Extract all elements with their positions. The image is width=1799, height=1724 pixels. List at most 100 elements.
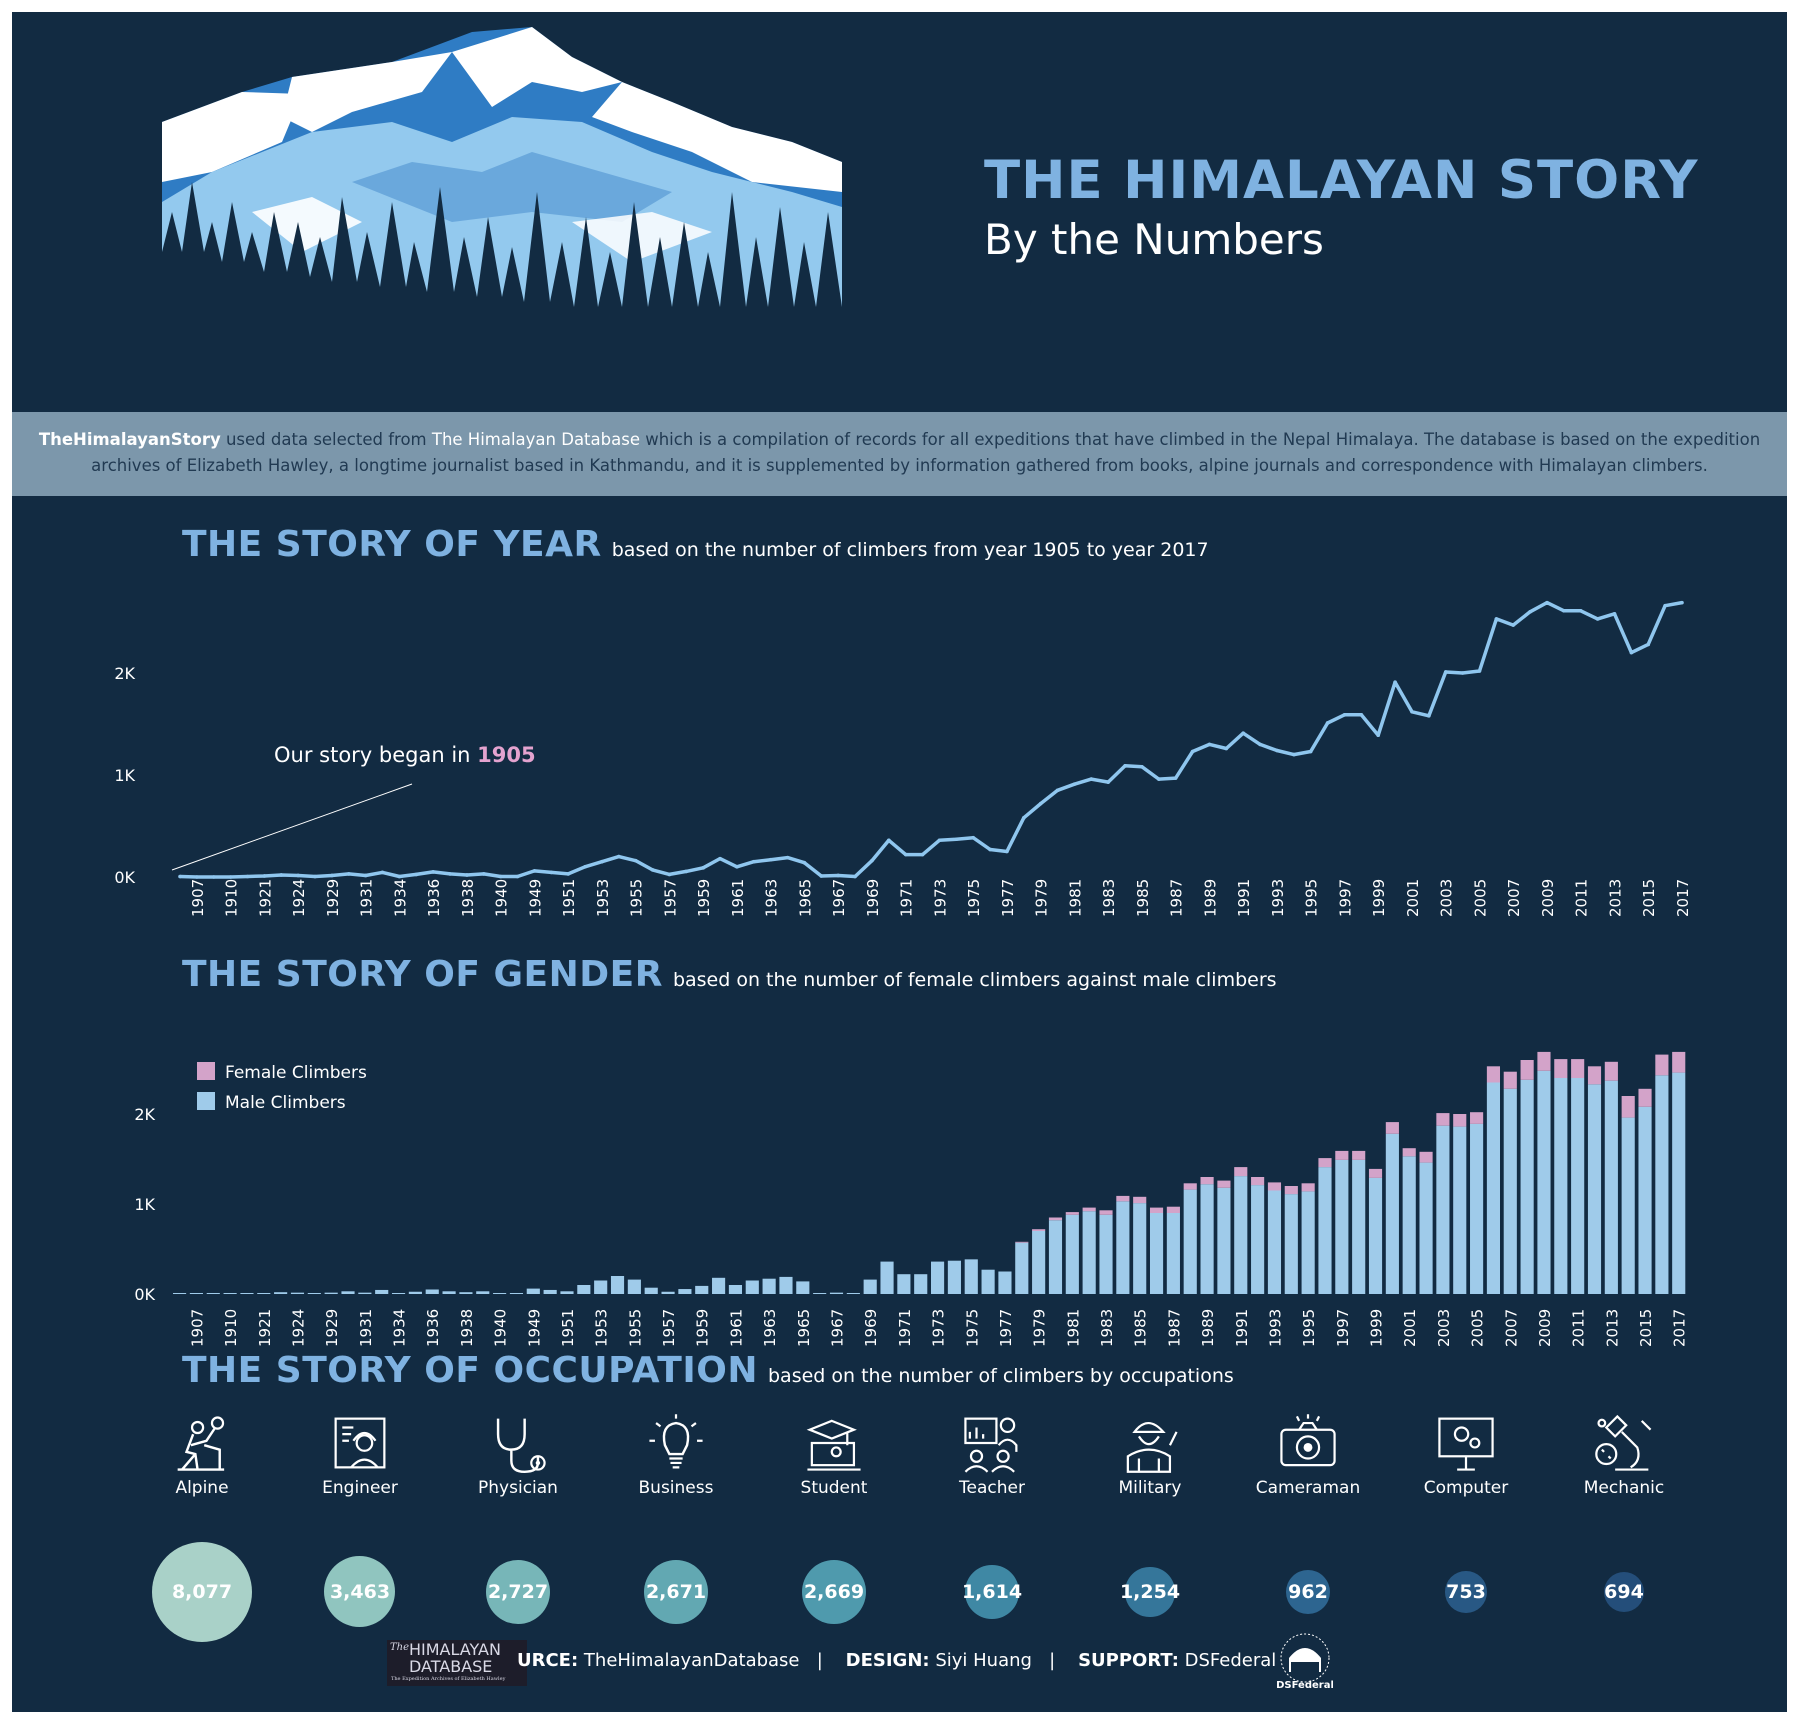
year-point [1494, 617, 1499, 621]
male-bar [476, 1291, 490, 1294]
year-point [1545, 600, 1549, 605]
occupation-label: Military [1118, 1478, 1182, 1498]
male-bar [493, 1293, 507, 1294]
y-tick-label: 0K [114, 868, 135, 887]
male-bar [206, 1293, 220, 1294]
male-bar [1672, 1072, 1686, 1294]
occupation-label: Student [800, 1478, 868, 1498]
female-bar [1166, 1206, 1180, 1213]
female-bar [1672, 1051, 1686, 1073]
male-bar [1368, 1177, 1383, 1294]
female-bar [1587, 1066, 1602, 1085]
computer-icon [1438, 1417, 1494, 1471]
y-tick-label: 0K [134, 1285, 155, 1304]
year-point [600, 859, 604, 864]
gender-section-subtitle: based on the number of female climbers a… [672, 969, 1277, 991]
year-point [1443, 670, 1448, 674]
female-bar [1183, 1183, 1197, 1190]
year-points [178, 600, 1684, 879]
x-tick-label: 1965 [796, 879, 814, 917]
x-tick-label: 1973 [931, 879, 949, 917]
year-point [1410, 709, 1414, 714]
legend-swatch-male [197, 1092, 215, 1110]
x-tick-label: 1949 [525, 1309, 543, 1347]
gender-y-axis: 0K 1K 2K [134, 1105, 155, 1304]
male-bar [1470, 1123, 1484, 1294]
occupation-business: Business [601, 1412, 751, 1498]
logo-text-himalayan: HIMALAYAN [409, 1640, 501, 1659]
year-point [735, 865, 739, 869]
female-bar [1149, 1207, 1164, 1213]
lightbulb-icon [649, 1414, 703, 1469]
separator: | [1049, 1650, 1056, 1671]
male-bar [1621, 1117, 1635, 1294]
female-bar [1571, 1059, 1585, 1078]
x-tick-label: 1971 [898, 879, 916, 917]
year-point [1106, 780, 1111, 784]
female-bar [1436, 1113, 1450, 1126]
year-point [1393, 680, 1397, 684]
male-bar [1065, 1214, 1079, 1294]
mountain-illustration [162, 27, 842, 382]
title-block: THE HIMALAYAN STORY By the Numbers [984, 150, 1699, 264]
female-bar [1267, 1182, 1282, 1191]
x-tick-label: 1995 [1303, 879, 1321, 917]
x-tick-label: 1936 [425, 879, 443, 917]
year-point [1173, 776, 1178, 780]
year-point [802, 860, 807, 865]
year-point [195, 875, 199, 879]
male-bar [189, 1293, 203, 1294]
male-bar [813, 1293, 827, 1294]
x-tick-label: 1997 [1334, 1309, 1352, 1347]
male-bar [779, 1276, 793, 1294]
x-tick-label: 1975 [963, 1309, 981, 1347]
occupation-section-heading: THE STORY OF OCCUPATION based on the numb… [182, 1350, 1234, 1391]
occupation-value: 1,254 [1119, 1581, 1181, 1603]
occupation-bubble: 3,463 [300, 1532, 420, 1652]
x-tick-label: 1957 [660, 1309, 678, 1347]
occupation-bubble: 2,669 [774, 1532, 894, 1652]
year-point [448, 872, 452, 876]
male-bar [1234, 1176, 1248, 1294]
year-point [718, 856, 722, 861]
male-bar [1048, 1220, 1063, 1294]
male-bar [408, 1291, 422, 1294]
male-bar [1166, 1213, 1180, 1294]
male-bar [745, 1280, 759, 1294]
x-tick-label: 2005 [1469, 1309, 1487, 1347]
design-value: Siyi Huang [935, 1650, 1032, 1671]
male-bar [931, 1261, 945, 1294]
intro-database-link[interactable]: The Himalayan Database [431, 430, 640, 449]
year-section-title: THE STORY OF YEAR [182, 524, 602, 565]
male-bar [1318, 1167, 1332, 1294]
x-tick-label: 1967 [830, 879, 848, 917]
legend-swatch-female [197, 1062, 215, 1080]
x-tick-label: 1989 [1201, 879, 1219, 917]
year-point [870, 858, 874, 863]
gender-bars [173, 1051, 1686, 1294]
male-bar [1453, 1126, 1467, 1294]
male-bar [425, 1289, 439, 1294]
year-point [397, 874, 402, 879]
teacher-icon [964, 1417, 1018, 1473]
x-tick-label: 1936 [424, 1309, 442, 1347]
bubble-circle [801, 1559, 867, 1625]
year-point [954, 837, 959, 842]
year-point [1427, 714, 1431, 718]
male-bar [1133, 1203, 1147, 1294]
male-bar [981, 1269, 995, 1294]
x-tick-label: 2007 [1505, 879, 1523, 917]
male-bar [610, 1276, 625, 1294]
male-bar [290, 1292, 305, 1294]
female-bar [1234, 1167, 1248, 1177]
occupation-grid: Alpine 8,077 Engineer 3,463 Physician 2,727 Bu… [12, 1412, 1787, 1662]
year-section-subtitle: based on the number of climbers from yea… [611, 539, 1209, 561]
footer: The HIMALAYAN DATABASE The Expedition Ar… [387, 1632, 1387, 1692]
year-point [1055, 788, 1060, 793]
x-tick-label: 1921 [256, 879, 274, 917]
male-bar [240, 1293, 254, 1294]
occupation-physician: Physician [443, 1412, 593, 1498]
soldier-icon [1126, 1421, 1178, 1473]
logo-text-tagline: The Expedition Archives of Elizabeth Haw… [391, 1676, 506, 1682]
year-point [887, 838, 891, 843]
